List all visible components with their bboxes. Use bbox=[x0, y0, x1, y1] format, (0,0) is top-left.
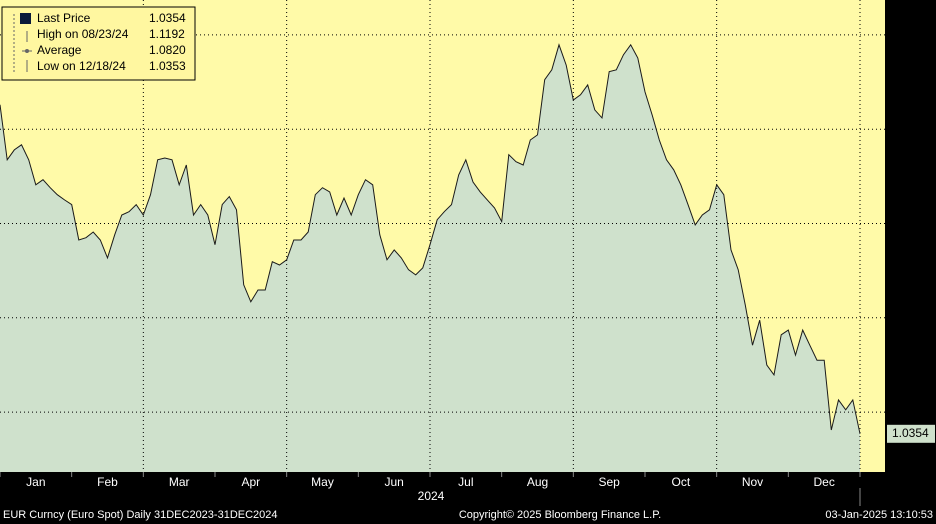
x-tick-label: Jul bbox=[458, 475, 473, 489]
footer-left: EUR Curncy (Euro Spot) Daily 31DEC2023-3… bbox=[3, 509, 278, 521]
legend-box bbox=[1, 6, 196, 81]
area bbox=[0, 44, 860, 473]
footer-center: Copyright© 2025 Bloomberg Finance L.P. bbox=[459, 509, 661, 521]
last-price-box bbox=[887, 424, 935, 443]
x-tick-label: Dec bbox=[813, 475, 834, 489]
legend-value: 1.1192 bbox=[149, 27, 185, 41]
footer-right: 03-Jan-2025 13:10:53 bbox=[825, 509, 933, 521]
legend-label: High on 08/23/24 bbox=[37, 27, 129, 41]
x-tick-label: Sep bbox=[598, 475, 620, 489]
legend: Last Price 1.0354 High on 08/23/24 1.1192 Av… bbox=[1, 6, 196, 81]
y-tick-label: 1.0400 bbox=[893, 404, 930, 418]
x-tick-label: Mar bbox=[169, 475, 190, 489]
last-price-label: 1.0354 bbox=[892, 426, 929, 440]
legend-label: Low on 12/18/24 bbox=[37, 59, 126, 73]
x-tick-label: Oct bbox=[671, 475, 690, 489]
legend-value: 1.0354 bbox=[149, 11, 186, 25]
legend-label: Average bbox=[37, 43, 82, 57]
x-tick-label: Jan bbox=[26, 475, 45, 489]
x-tick-label: Nov bbox=[742, 475, 763, 489]
legend-value: 1.0820 bbox=[149, 43, 186, 57]
x-tick-label: May bbox=[311, 475, 334, 489]
y-tick-label: 1.1200 bbox=[893, 27, 930, 41]
y-tick-label: 1.0800 bbox=[893, 216, 930, 230]
legend-icon bbox=[25, 49, 29, 53]
price-line bbox=[0, 43, 861, 434]
y-tick-label: 1.0600 bbox=[893, 310, 930, 324]
year-label: 2024 bbox=[418, 489, 445, 503]
legend-label: Last Price bbox=[37, 11, 91, 25]
x-tick-label: Feb bbox=[97, 475, 118, 489]
x-tick-label: Aug bbox=[527, 475, 548, 489]
y-tick-label: 1.1000 bbox=[893, 121, 930, 135]
x-tick-label: Jun bbox=[384, 475, 403, 489]
legend-swatch bbox=[20, 13, 31, 24]
legend-value: 1.0353 bbox=[149, 59, 186, 73]
x-tick-label: Apr bbox=[241, 475, 260, 489]
